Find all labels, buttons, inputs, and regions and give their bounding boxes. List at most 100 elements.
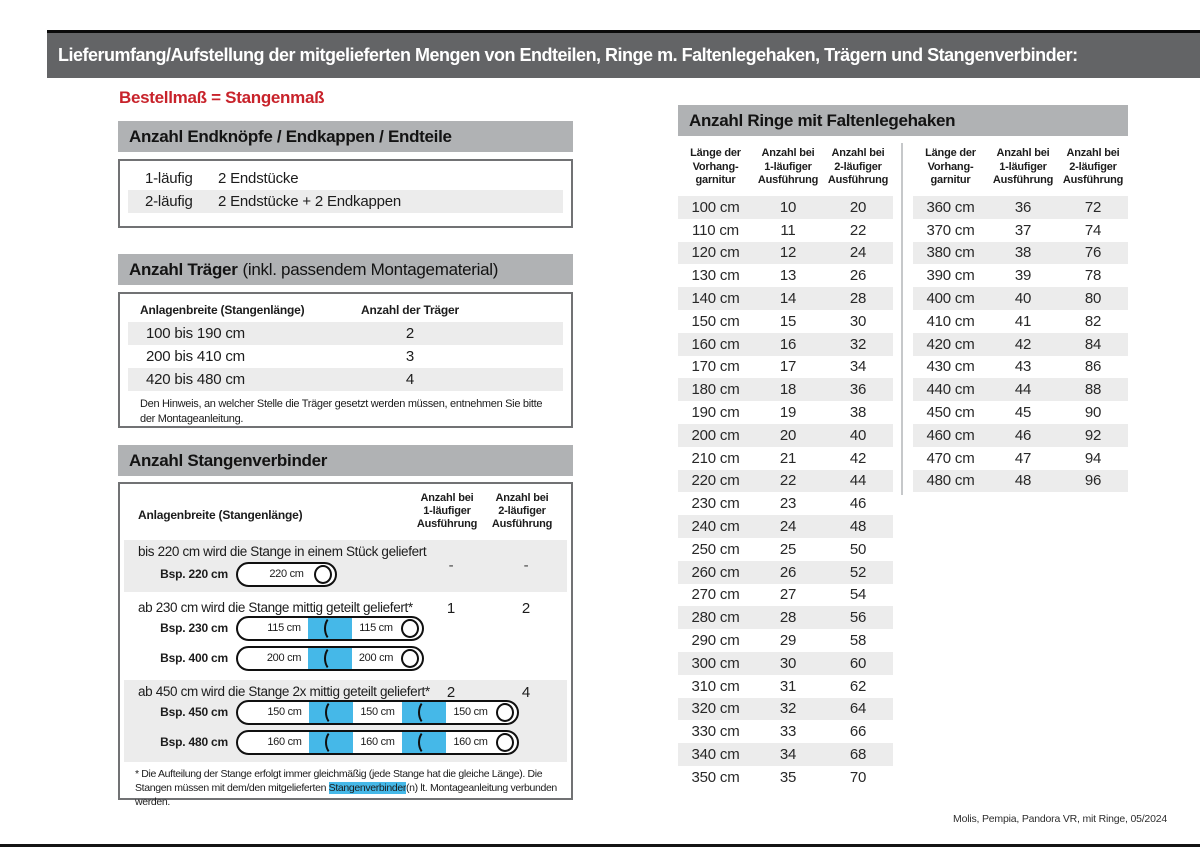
header-line: Länge der [925,147,976,159]
col-header-laenge: Länge der Vorhang- garnitur [678,147,753,196]
laenge-cell: 280 cm [691,609,740,627]
section-header-ringe: Anzahl Ringe mit Faltenlegehaken [678,105,1128,136]
traeger-row: 420 bis 480 cm 4 [128,368,563,391]
rod-end-cap-icon [314,564,332,584]
anzahl-cell: 25 [779,540,797,558]
anzahl-cell: 28 [779,609,797,627]
anzahl-cell: 92 [1084,426,1102,444]
rod-segment-label: 220 cm [269,568,304,580]
count-1laeufig: 2 [446,684,456,701]
document-title: Lieferumfang/Aufstellung der mitgeliefer… [58,45,1078,65]
rod-example-label: Bsp. 480 cm [160,735,228,749]
laenge-cell: 340 cm [691,746,740,764]
traeger-note: Den Hinweis, an welcher Stelle die Träge… [140,398,543,425]
traeger-count: 2 [405,325,415,342]
ringe-table-row: 470 cm 47 94 [913,447,1128,470]
anzahl-cell: 41 [1014,312,1032,330]
laenge-cell: 300 cm [691,654,740,672]
ringe-table-row: 460 cm 46 92 [913,423,1128,447]
rod-diagram: 220 cm [236,561,337,587]
count-2laeufig: 4 [521,684,531,701]
section-header-stangenverbinder-label: Anzahl Stangenverbinder [129,450,328,470]
ringe-table-row: 220 cm 22 44 [678,469,893,493]
traeger-row: 200 bis 410 cm 3 [128,345,563,368]
rod-example: Bsp. 400 cm 200 cm 200 cm [128,643,424,673]
laenge-cell: 260 cm [691,563,740,581]
rod-examples: Bsp. 220 cm 220 cm [128,559,337,589]
anzahl-cell: 84 [1084,335,1102,353]
endteile-row: 2-läufig 2 Endstücke + 2 Endkappen [128,190,563,213]
header-line: Ausführung [1062,174,1124,186]
anzahl-cell: 36 [1014,198,1032,216]
rod-segment-label: 150 cm [360,706,395,718]
laenge-cell: 430 cm [926,358,975,376]
anzahl-cell: 15 [779,312,797,330]
col-header-laenge: Länge der Vorhang- garnitur [913,147,988,196]
header-line: Anzahl bei [761,147,815,159]
section-header-stangenverbinder: Anzahl Stangenverbinder [118,445,573,476]
section-header-traeger: Anzahl Träger (inkl. passendem Montagema… [118,254,573,285]
ringe-table-row: 170 cm 17 34 [678,356,893,379]
header-line: Anzahl bei [495,492,549,504]
ringe-table-header: Länge der Vorhang- garnitur Anzahl bei 1… [913,143,1128,196]
rod-end-cap-icon [401,648,419,668]
rod-examples: Bsp. 450 cm 150 cm 150 cm 150 cm Bsp. 480 cm… [128,697,519,757]
laenge-cell: 130 cm [691,267,740,285]
ringe-table-row: 450 cm 45 90 [913,401,1128,424]
laenge-cell: 230 cm [691,495,740,513]
anzahl-cell: 54 [849,586,867,604]
count-1laeufig: 1 [446,600,456,617]
ringe-table-row: 390 cm 39 78 [913,264,1128,287]
rod-joint-arc-icon [324,729,342,755]
verbinder-footnote: * Die Aufteilung der Stange erfolgt imme… [135,767,563,809]
ringe-table-row: 250 cm 25 50 [678,538,893,561]
anzahl-cell: 88 [1084,381,1102,399]
header-line: Anzahl bei [420,492,474,504]
col-header-2laeufig: Anzahl bei 2-läufiger Ausführung [1058,147,1128,196]
table-divider [901,143,903,495]
anzahl-cell: 42 [849,449,867,467]
ringe-table-row: 360 cm 36 72 [913,196,1128,219]
anzahl-cell: 32 [779,700,797,718]
laenge-cell: 440 cm [926,381,975,399]
laenge-cell: 160 cm [691,335,740,353]
header-line: Ausführung [416,518,478,530]
rod-end-cap-icon [496,732,514,752]
rod-segment-label: 150 cm [453,706,488,718]
rod-joint-arc-icon [417,699,435,725]
header-line: Ausführung [827,174,889,186]
anzahl-cell: 34 [849,358,867,376]
ringe-table-row: 210 cm 21 42 [678,447,893,470]
anzahl-cell: 90 [1084,404,1102,422]
laenge-cell: 480 cm [926,472,975,490]
rod-example-label: Bsp. 450 cm [160,705,228,719]
anzahl-cell: 45 [1014,404,1032,422]
laenge-cell: 180 cm [691,381,740,399]
ringe-table-row: 270 cm 27 54 [678,584,893,607]
laenge-cell: 190 cm [691,404,740,422]
count-2laeufig: - [523,557,529,574]
laenge-cell: 170 cm [691,358,740,376]
col-header-1laeufig: Anzahl bei 1-läufiger Ausführung [753,147,823,196]
anzahl-cell: 20 [849,198,867,216]
anzahl-cell: 27 [779,586,797,604]
ringe-table-row: 430 cm 43 86 [913,356,1128,379]
ringe-table-row: 280 cm 28 56 [678,606,893,630]
header-line: 1-läufiger [999,160,1047,173]
ringe-table-row: 160 cm 16 32 [678,332,893,356]
rod-joint-arc-icon [324,615,341,641]
laenge-cell: 330 cm [691,723,740,741]
ringe-table-row: 290 cm 29 58 [678,629,893,652]
ringe-table-header: Länge der Vorhang- garnitur Anzahl bei 1… [678,143,893,196]
anzahl-cell: 34 [779,746,797,764]
anzahl-cell: 50 [849,540,867,558]
header-line: Ausführung [992,174,1054,186]
anzahl-cell: 26 [779,563,797,581]
bottom-rule [0,844,1200,847]
laenge-cell: 100 cm [691,198,740,216]
header-line: Ausführung [491,518,553,530]
rod-example: Bsp. 480 cm 160 cm 160 cm 160 cm [128,727,519,757]
ringe-table-row: 320 cm 32 64 [678,697,893,721]
laenge-cell: 400 cm [926,290,975,308]
ringe-table-row: 190 cm 19 38 [678,401,893,424]
